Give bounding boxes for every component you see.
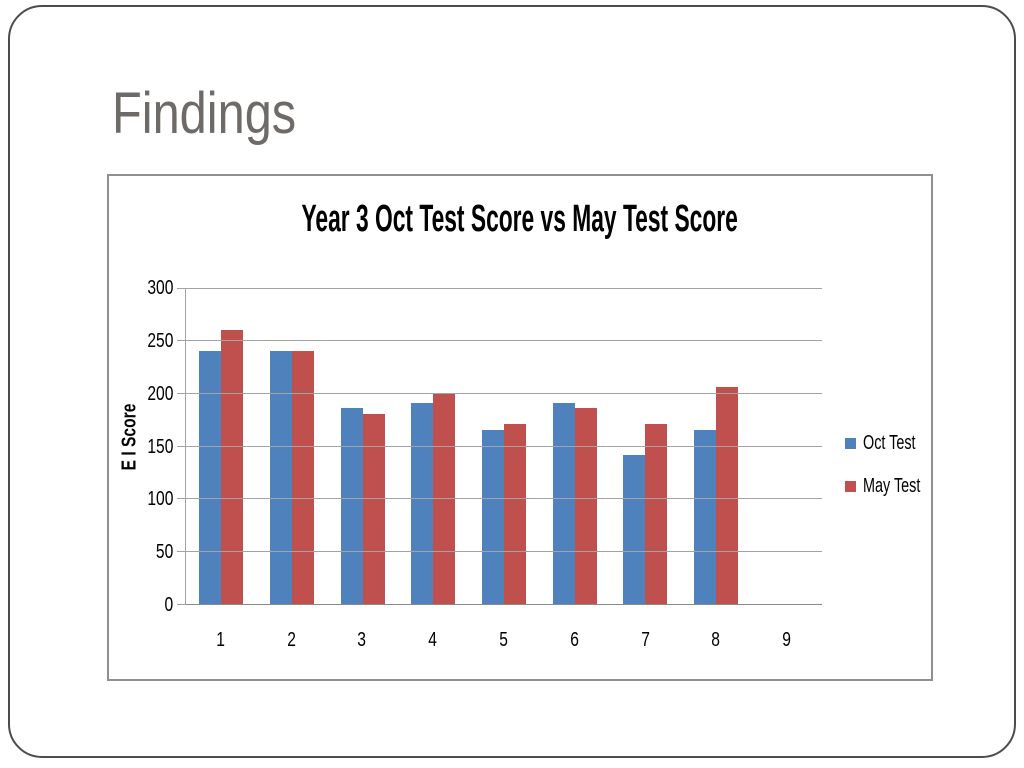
y-axis-tick [177,288,186,289]
y-axis-labels: 0 50 100 150 200 250 300 [109,278,173,615]
chart-title: Year 3 Oct Test Score vs May Test Score [301,198,739,240]
gridline [186,445,822,447]
bar-oct-test [270,351,292,605]
bar-may-test [221,330,244,605]
slide: Findings Year 3 Oct Test Score vs May Te… [8,5,1016,758]
category-group [469,288,540,605]
x-axis-label: 3 [327,629,398,651]
bar-may-test [362,413,385,605]
x-axis-labels: 1 2 3 4 5 6 7 8 9 [185,629,822,651]
category-group [186,288,257,605]
y-axis-label: 0 [164,594,173,616]
y-axis-label: 300 [146,277,173,299]
chart-frame[interactable]: Year 3 Oct Test Score vs May Test Score … [107,174,933,681]
category-group [751,288,822,605]
y-axis-tick [177,604,186,605]
legend-swatch-oct-test [845,437,856,449]
x-axis-label-text: 6 [569,629,579,651]
y-axis-tick [177,498,186,500]
y-axis-label: 100 [146,488,173,511]
gridline [186,339,822,341]
x-axis-label: 2 [256,629,327,651]
bar-oct-test [482,429,505,605]
x-axis-label-text: 7 [640,629,650,651]
legend-item-oct-test: Oct Test [845,432,943,454]
legend-label: Oct Test [863,431,916,454]
x-axis-label: 5 [468,629,539,651]
plot-area [177,288,822,605]
category-group [610,288,681,605]
bar-oct-test [694,429,717,605]
x-axis-label-text: 8 [711,629,721,651]
gridline [186,288,822,289]
x-axis-label: 1 [185,629,256,651]
y-axis-label: 50 [155,541,173,564]
chart-title-wrap: Year 3 Oct Test Score vs May Test Score [109,198,931,241]
y-axis-label: 200 [146,382,173,405]
bar-may-test [645,424,668,605]
category-group [681,288,752,605]
category-group [257,288,328,605]
bar-may-test [292,351,314,605]
bar-may-test [716,387,739,605]
gridline [186,498,822,500]
bar-may-test [574,408,597,605]
y-axis-label: 250 [146,329,173,352]
x-axis-label-text: 2 [286,629,296,651]
bar-may-test [504,424,527,605]
category-group [539,288,610,605]
x-axis-label: 8 [680,629,751,651]
y-axis-tick [177,551,186,553]
gridline [186,604,822,605]
bars-row [186,288,822,605]
category-group [398,288,469,605]
y-axis-label: 150 [146,435,173,458]
x-axis-label-text: 3 [357,629,367,651]
y-axis-tick [177,392,186,394]
x-axis-label: 9 [751,629,822,651]
legend-item-may-test: May Test [845,475,943,497]
bar-oct-test [411,403,434,605]
bar-oct-test [623,454,646,605]
legend-label: May Test [863,474,921,497]
x-axis-label-text: 1 [216,629,225,651]
x-axis-label: 4 [397,629,468,651]
slide-title[interactable]: Findings [112,81,297,146]
category-group [327,288,398,605]
bar-oct-test [340,408,363,605]
legend: Oct Test May Test [845,432,943,518]
y-axis-tick [177,339,186,341]
x-axis-label: 7 [610,629,681,651]
bar-oct-test [552,403,575,605]
bar-oct-test [199,351,222,605]
x-axis-label-text: 9 [782,629,791,651]
legend-swatch-may-test [845,480,856,492]
gridline [186,551,822,553]
gridline [186,392,822,394]
y-axis-tick [177,445,186,447]
x-axis-label-text: 5 [499,629,508,651]
x-axis-label: 6 [539,629,610,651]
x-axis-label-text: 4 [428,629,438,651]
